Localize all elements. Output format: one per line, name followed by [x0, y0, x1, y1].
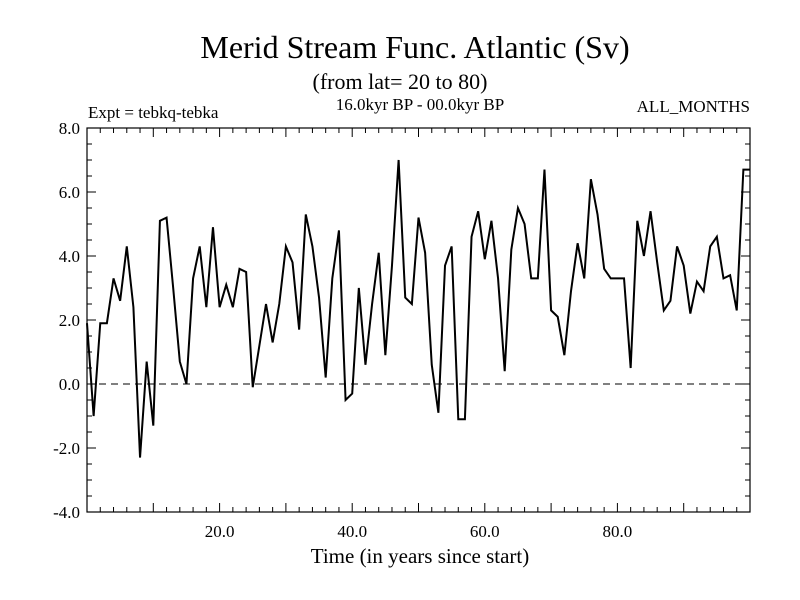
experiment-label: Expt = tebkq-tebka — [88, 103, 219, 122]
x-axis-ticks — [99, 128, 738, 512]
series-group — [86, 159, 750, 458]
x-axis-label: Time (in years since start) — [311, 544, 530, 568]
y-tick-label: 4.0 — [59, 247, 80, 266]
y-tick-labels: -4.0 -2.0 0.0 2.0 4.0 6.0 8.0 — [53, 119, 80, 522]
y-tick-label: 2.0 — [59, 311, 80, 330]
x-tick-label: 20.0 — [205, 522, 235, 541]
y-tick-label: -2.0 — [53, 439, 80, 458]
x-tick-labels: 20.0 40.0 60.0 80.0 — [205, 522, 633, 541]
y-tick-label: -4.0 — [53, 503, 80, 522]
y-tick-label: 6.0 — [59, 183, 80, 202]
chart-title: Merid Stream Func. Atlantic (Sv) — [200, 29, 629, 65]
plot-frame — [86, 127, 751, 513]
chart-subtitle: (from lat= 20 to 80) — [313, 69, 488, 94]
x-tick-label: 80.0 — [603, 522, 633, 541]
x-tick-label: 60.0 — [470, 522, 500, 541]
y-tick-label: 8.0 — [59, 119, 80, 138]
y-axis-ticks — [87, 127, 750, 513]
series-line-0 — [86, 159, 750, 458]
months-label: ALL_MONTHS — [637, 97, 750, 116]
period-label: 16.0kyr BP - 00.0kyr BP — [336, 95, 504, 114]
y-tick-label: 0.0 — [59, 375, 80, 394]
x-tick-label: 40.0 — [337, 522, 367, 541]
